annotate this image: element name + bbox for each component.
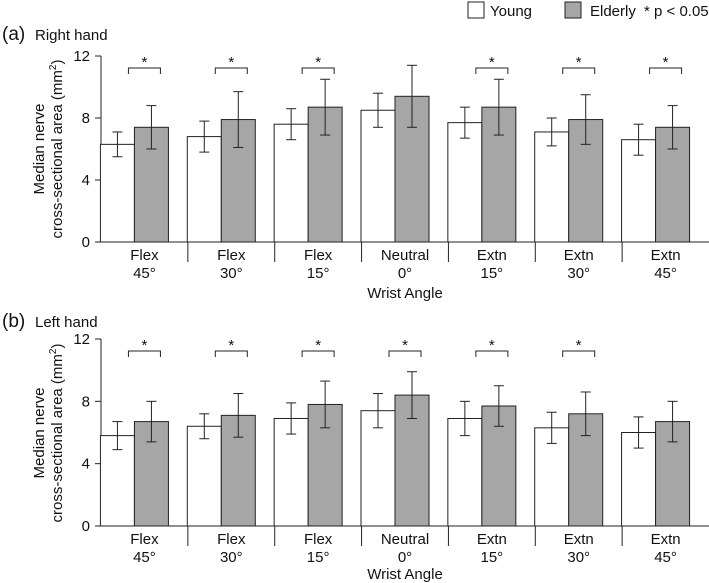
significance-bracket	[649, 67, 683, 74]
x-axis-title: Wrist Angle	[367, 285, 443, 302]
significance-star: *	[576, 54, 582, 71]
bar-young	[273, 123, 309, 243]
significance-bracket	[388, 350, 422, 357]
y-axis-label-line2: cross-sectional area (mm2)	[48, 344, 66, 523]
significance-bracket	[301, 350, 335, 357]
legend: Young Elderly * p < 0.05	[467, 1, 709, 20]
significance-star: *	[402, 337, 408, 354]
y-axis-label-line2: cross-sectional area (mm2)	[48, 60, 66, 239]
bar-young	[360, 410, 396, 527]
bar-young	[534, 131, 570, 243]
x-axis-title: Wrist Angle	[367, 566, 443, 583]
bar-young	[621, 139, 657, 243]
x-tick-label-line1: Flex	[304, 531, 333, 548]
x-tick-label-line2: 15°	[481, 265, 504, 282]
significance-bracket	[127, 67, 161, 74]
x-tick-label-line1: Extn	[477, 247, 507, 264]
bar-young	[273, 417, 309, 527]
panel-tag: (a)	[2, 24, 25, 45]
y-axis-label-line1: Median nerve	[31, 104, 48, 195]
x-tick-label-line1: Extn	[564, 247, 594, 264]
y-tick-label: 12	[73, 48, 90, 65]
significance-star: *	[576, 337, 582, 354]
legend-swatch-young	[467, 1, 485, 19]
x-tick-label-line2: 15°	[481, 549, 504, 566]
x-tick-label-line2: 30°	[567, 549, 590, 566]
x-tick-label-line2: 15°	[307, 265, 330, 282]
bar-young	[186, 425, 222, 527]
x-tick-label-line1: Flex	[130, 531, 159, 548]
y-tick-label: 4	[82, 456, 90, 473]
x-tick-label-line2: 45°	[654, 549, 677, 566]
significance-bracket	[214, 67, 248, 74]
y-tick-label: 0	[82, 234, 90, 251]
x-tick-label-line1: Flex	[304, 247, 333, 264]
x-tick-label-line2: 45°	[133, 265, 156, 282]
significance-bracket	[475, 67, 509, 74]
x-tick-label-line2: 30°	[567, 265, 590, 282]
significance-bracket	[127, 350, 161, 357]
significance-star: *	[142, 54, 148, 71]
plot-area: 04812Flex45°*Flex30°*Flex15°*Neutral0°*E…	[73, 331, 709, 566]
x-tick-label-line1: Flex	[217, 531, 246, 548]
x-tick-label-line2: 30°	[220, 549, 243, 566]
legend-swatch-elderly	[564, 1, 582, 19]
x-tick-label-line2: 30°	[220, 265, 243, 282]
bar-young	[447, 417, 483, 527]
bar-young	[534, 427, 570, 527]
panel-tag: (b)	[2, 311, 25, 332]
significance-star: *	[663, 54, 669, 71]
x-tick-label-line2: 0°	[398, 549, 412, 566]
significance-star: *	[315, 337, 321, 354]
panel-right-hand: (a) Right hand Median nerve cross-sectio…	[2, 24, 709, 302]
bar-young	[360, 109, 396, 243]
plot-area: 04812Flex45°*Flex30°*Flex15°*Neutral0°Ex…	[73, 48, 709, 282]
legend-label-young: Young	[490, 3, 532, 20]
significance-bracket	[301, 67, 335, 74]
x-tick-label-line2: 0°	[398, 265, 412, 282]
bar-young	[447, 122, 483, 243]
x-tick-label-line1: Extn	[651, 531, 681, 548]
significance-bracket	[214, 350, 248, 357]
y-tick-label: 8	[82, 110, 90, 127]
significance-bracket	[475, 350, 509, 357]
legend-label-elderly: Elderly	[590, 3, 636, 20]
bar-elderly	[568, 413, 604, 527]
y-tick-label: 12	[73, 331, 90, 348]
x-tick-label-line1: Neutral	[381, 531, 429, 548]
significance-bracket	[562, 350, 596, 357]
x-tick-label-line1: Flex	[217, 247, 246, 264]
y-tick-label: 4	[82, 172, 90, 189]
x-tick-label-line1: Neutral	[381, 247, 429, 264]
x-tick-label-line1: Flex	[130, 247, 159, 264]
panel-title: Left hand	[35, 314, 98, 331]
significance-star: *	[228, 337, 234, 354]
bar-young	[99, 143, 135, 243]
x-tick-label-line2: 45°	[654, 265, 677, 282]
panel-title: Right hand	[35, 27, 108, 44]
significance-bracket	[562, 67, 596, 74]
significance-star: *	[489, 54, 495, 71]
x-tick-label-line1: Extn	[651, 247, 681, 264]
x-tick-label-line1: Extn	[477, 531, 507, 548]
y-tick-label: 0	[82, 518, 90, 535]
y-tick-label: 8	[82, 393, 90, 410]
significance-star: *	[315, 54, 321, 71]
x-tick-label-line2: 15°	[307, 549, 330, 566]
y-axis-label-line1: Median nerve	[31, 388, 48, 479]
significance-star: *	[489, 337, 495, 354]
significance-star: *	[142, 337, 148, 354]
legend-significance-note: * p < 0.05	[644, 3, 709, 20]
panel-left-hand: (b) Left hand Median nerve cross-section…	[2, 311, 709, 583]
x-tick-label-line1: Extn	[564, 531, 594, 548]
significance-star: *	[228, 54, 234, 71]
x-tick-label-line2: 45°	[133, 549, 156, 566]
